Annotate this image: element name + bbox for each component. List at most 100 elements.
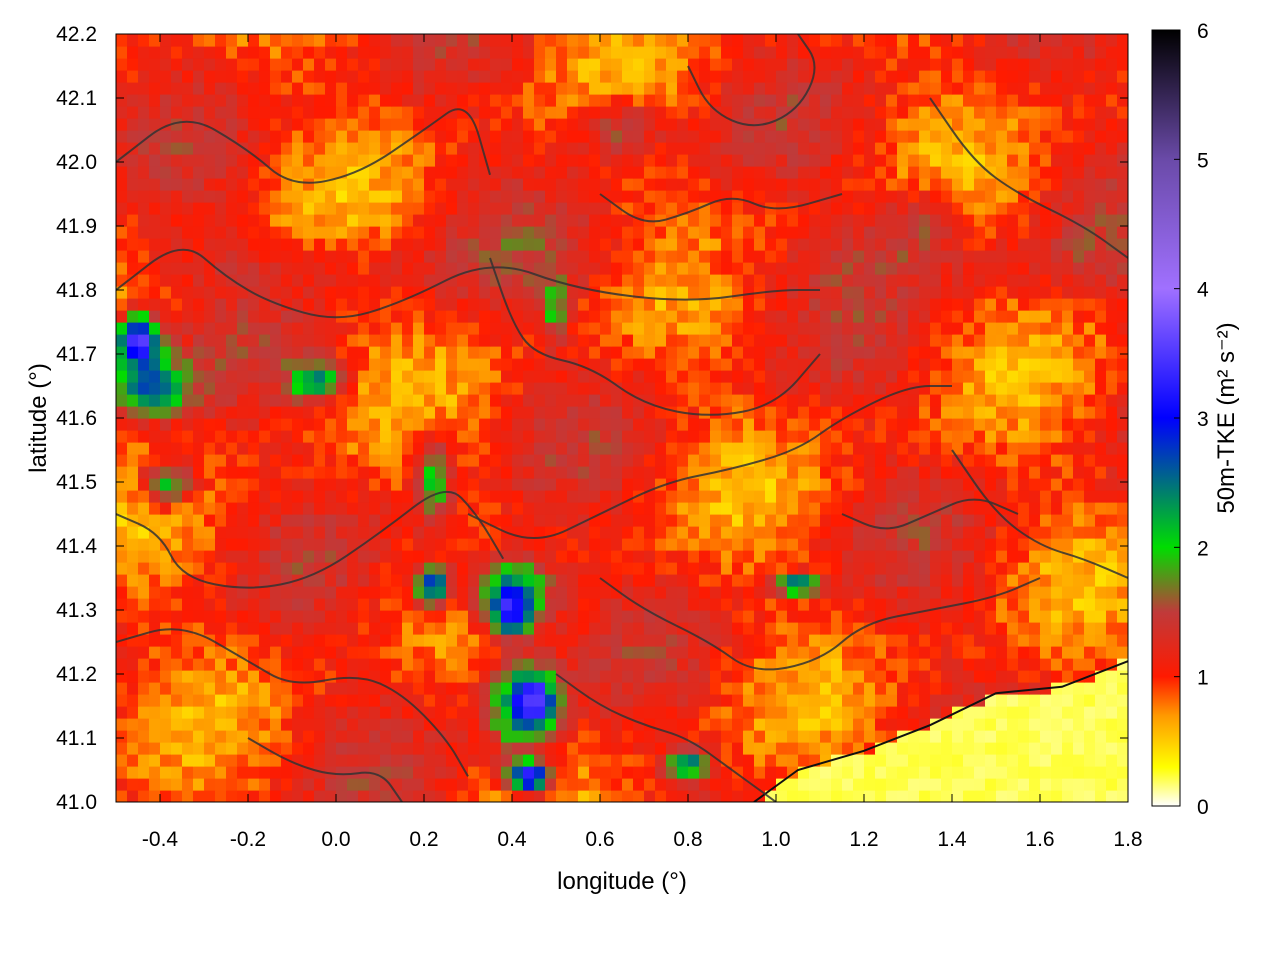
tke-cell [1051,238,1063,251]
tke-cell [468,562,480,575]
tke-cell [248,262,260,275]
tke-cell [853,682,865,695]
tke-cell [435,730,447,743]
tke-cell [1051,214,1063,227]
tke-cell [226,142,238,155]
tke-cell [996,166,1008,179]
tke-cell [182,682,194,695]
tke-cell [853,610,865,623]
tke-cell [699,154,711,167]
tke-cell [523,274,535,287]
tke-cell [974,226,986,239]
tke-cell [259,682,271,695]
tke-cell [809,190,821,203]
tke-cell [963,310,975,323]
tke-cell [798,154,810,167]
tke-cell [974,418,986,431]
tke-cell [567,514,579,527]
tke-cell [380,346,392,359]
tke-cell [853,346,865,359]
tke-cell [908,490,920,503]
tke-cell [226,406,238,419]
tke-cell [215,610,227,623]
tke-cell [985,778,997,791]
tke-cell [468,658,480,671]
tke-cell [534,706,546,719]
tke-cell [402,454,414,467]
tke-cell [754,358,766,371]
tke-cell [798,538,810,551]
tke-cell [292,718,304,731]
tke-cell [523,322,535,335]
tke-cell [160,334,172,347]
tke-cell [292,286,304,299]
tke-cell [402,790,414,802]
tke-cell [644,490,656,503]
tke-cell [138,394,150,407]
tke-cell [523,478,535,491]
tke-cell [985,598,997,611]
tke-cell [776,502,788,515]
tke-cell [963,346,975,359]
tke-cell [765,502,777,515]
tke-cell [149,598,161,611]
tke-cell [831,718,843,731]
tke-cell [1095,550,1107,563]
tke-cell [1062,622,1074,635]
tke-cell [534,406,546,419]
tke-cell [215,742,227,755]
tke-cell [1051,286,1063,299]
tke-cell [743,370,755,383]
tke-cell [897,562,909,575]
tke-cell [930,478,942,491]
tke-cell [391,202,403,215]
tke-cell [303,610,315,623]
tke-cell [754,466,766,479]
tke-cell [589,382,601,395]
tke-cell [611,550,623,563]
tke-cell [743,298,755,311]
tke-cell [369,286,381,299]
tke-cell [1095,478,1107,491]
tke-cell [853,310,865,323]
tke-cell [358,790,370,802]
tke-cell [380,202,392,215]
tke-cell [226,694,238,707]
tke-cell [303,574,315,587]
tke-cell [941,778,953,791]
tke-cell [1029,538,1041,551]
tke-cell [226,586,238,599]
tke-cell [600,466,612,479]
tke-cell [578,358,590,371]
tke-cell [886,574,898,587]
tke-cell [1051,706,1063,719]
tke-cell [677,478,689,491]
tke-cell [941,298,953,311]
tke-cell [1073,154,1085,167]
tke-cell [1106,574,1118,587]
tke-cell [336,574,348,587]
tke-cell [809,166,821,179]
tke-cell [853,730,865,743]
tke-cell [699,454,711,467]
tke-cell [556,670,568,683]
tke-cell [809,658,821,671]
tke-cell [358,454,370,467]
tke-cell [721,238,733,251]
tke-cell [688,250,700,263]
tke-cell [457,358,469,371]
tke-cell [930,370,942,383]
tke-cell [1073,658,1085,671]
tke-cell [963,214,975,227]
tke-cell [1051,562,1063,575]
tke-cell [655,634,667,647]
tke-cell [358,658,370,671]
tke-cell [314,538,326,551]
tke-cell [358,562,370,575]
tke-cell [512,586,524,599]
tke-cell [314,238,326,251]
tke-cell [1095,790,1107,802]
tke-cell [1084,154,1096,167]
tke-cell [237,766,249,779]
tke-cell [270,682,282,695]
